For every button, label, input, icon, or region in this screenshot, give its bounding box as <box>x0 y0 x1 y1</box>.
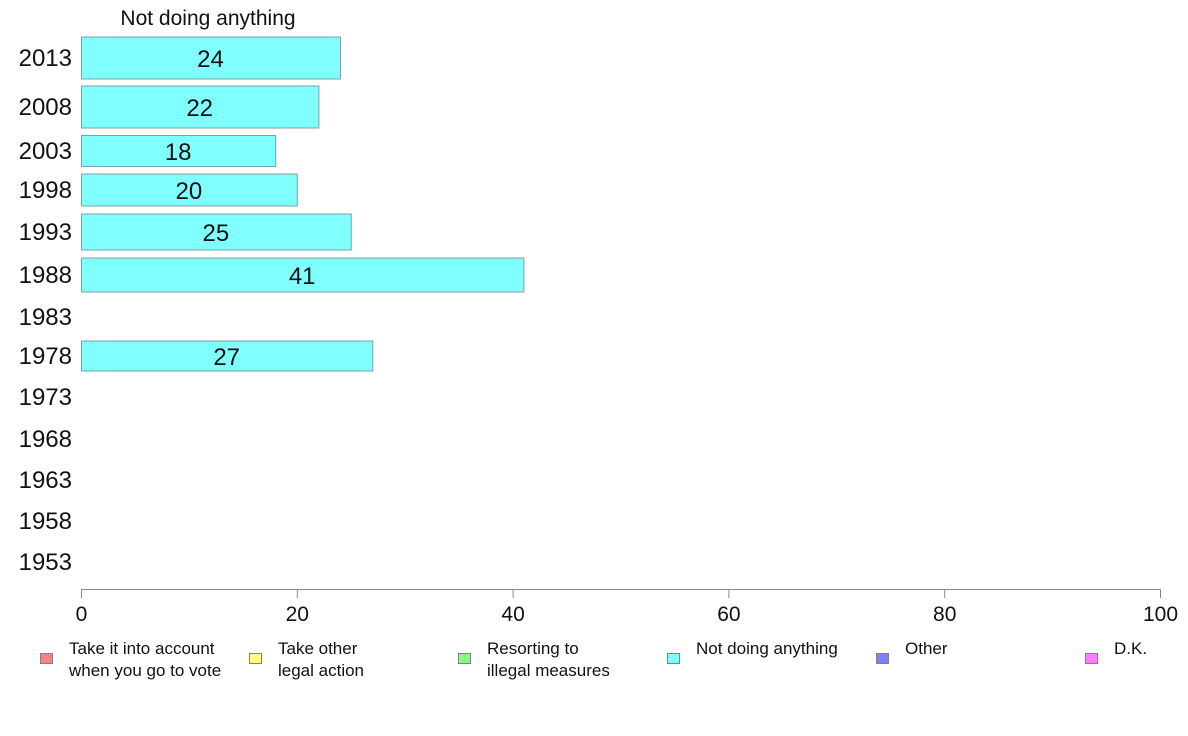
legend-item-dk: D.K. <box>1085 638 1147 664</box>
legend-item-illegal-measures: Resorting to illegal measures <box>458 638 610 682</box>
x-tick-label: 40 <box>501 603 524 626</box>
legend-label: Not doing anything <box>696 639 838 658</box>
legend-swatch <box>1085 653 1098 664</box>
legend-swatch <box>667 653 680 664</box>
x-tick-label: 100 <box>1143 603 1178 626</box>
legend-label: Take other legal action <box>278 639 365 680</box>
y-tick-label: 1988 <box>19 262 72 289</box>
legend-label: Resorting to illegal measures <box>487 639 610 680</box>
legend-swatch <box>40 653 53 664</box>
bar-value-label: 22 <box>186 95 213 122</box>
legend-item-other: Other <box>876 638 948 664</box>
bar-value-label: 18 <box>165 139 192 166</box>
x-tick-label: 0 <box>76 603 88 626</box>
y-tick-label: 1963 <box>19 467 72 494</box>
bar-value-label: 25 <box>203 220 230 247</box>
x-tick-label: 80 <box>933 603 956 626</box>
y-tick-label: 1953 <box>19 549 72 576</box>
y-tick-label: 1973 <box>19 384 72 411</box>
bar <box>81 340 374 372</box>
y-tick-label: 1998 <box>19 177 72 204</box>
legend-item-vote: Take it into account when you go to vote <box>40 638 221 682</box>
legend-swatch <box>249 653 262 664</box>
bar-value-label: 24 <box>197 46 224 73</box>
bar-chart: Not doing anything 2013 2008 2003 1998 1993 1… <box>19 7 1178 626</box>
legend: Take it into account when you go to vote… <box>0 638 1188 698</box>
legend-label: D.K. <box>1114 639 1148 658</box>
bar <box>81 173 298 207</box>
x-tick-label: 20 <box>286 603 309 626</box>
bar-value-label: 27 <box>213 344 240 371</box>
y-tick-label: 1978 <box>19 343 72 370</box>
x-tick-label: 60 <box>717 603 740 626</box>
y-tick-label: 1993 <box>19 219 72 246</box>
legend-swatch <box>458 653 471 664</box>
y-tick-label: 2008 <box>19 94 72 121</box>
legend-item-legal-action: Take other legal action <box>249 638 364 682</box>
chart-title: Not doing anything <box>120 7 295 30</box>
bar <box>81 36 341 80</box>
legend-label: Other <box>905 639 948 658</box>
y-tick-label: 2013 <box>19 45 72 72</box>
legend-label: Take it into account when you go to vote <box>69 639 222 680</box>
y-tick-label: 2003 <box>19 138 72 165</box>
y-tick-label: 1968 <box>19 426 72 453</box>
y-tick-label: 1983 <box>19 304 72 331</box>
bar <box>81 135 277 167</box>
bar-value-label: 41 <box>289 263 316 290</box>
legend-item-not-doing-anything: Not doing anything <box>667 638 838 664</box>
y-tick-label: 1958 <box>19 508 72 535</box>
bar-value-label: 20 <box>176 178 203 205</box>
bar <box>81 257 525 293</box>
bar <box>81 213 352 251</box>
bar <box>81 85 320 129</box>
legend-swatch <box>876 653 889 664</box>
